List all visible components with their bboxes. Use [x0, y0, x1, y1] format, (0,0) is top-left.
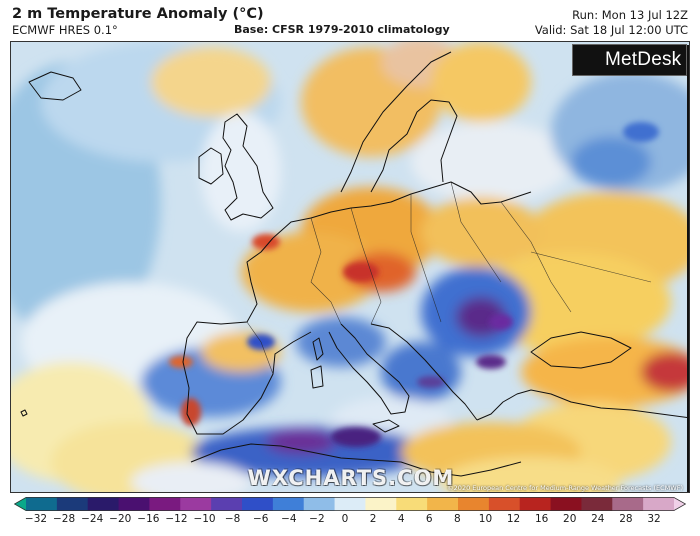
colorbar-segment	[643, 497, 675, 511]
colorbar-segment	[612, 497, 644, 511]
wxcharts-watermark: WXCHARTS.COM	[247, 466, 455, 490]
colorbar-segment	[396, 497, 428, 511]
colorbar-segment	[550, 497, 582, 511]
anomaly-field	[11, 42, 689, 492]
colorbar-tick-label: 6	[425, 513, 433, 525]
colorbar-tick-label: −12	[165, 513, 188, 525]
colorbar-segment	[272, 497, 305, 511]
colorbar-segment	[180, 497, 212, 511]
colorbar-tick-label: 8	[454, 513, 461, 525]
colorbar-segment	[365, 497, 397, 511]
colorbar-segment	[242, 497, 274, 511]
colorbar-segment	[427, 497, 459, 511]
colorbar-tick-label: −20	[109, 513, 132, 525]
colorbar-segment	[87, 497, 120, 511]
valid-time-label: Valid: Sat 18 Jul 12:00 UTC	[534, 23, 688, 37]
colorbar-ticks: −32 −28 −24 −20 −16 −12 −10 −8 −6 −4 −2 0 2 4 6 8 10 12 16…	[0, 513, 700, 529]
anomaly-detail	[169, 122, 659, 447]
colorbar-tick-label: −6	[252, 513, 269, 525]
colorbar-tick-label: 24	[591, 513, 605, 525]
colorbar-tick-label: −4	[281, 513, 297, 525]
colorbar-segment	[581, 497, 613, 511]
metdesk-logo-text: MetDesk	[605, 49, 682, 70]
borders	[246, 181, 652, 375]
colorbar-segment	[458, 497, 490, 511]
colorbar	[14, 497, 686, 511]
colorbar-segment	[56, 497, 89, 511]
colorbar-svg	[14, 497, 686, 511]
colorbar-tick-label: −32	[24, 513, 48, 525]
colorbar-tick-label: −28	[52, 513, 76, 525]
colorbar-segment	[303, 497, 336, 511]
run-time-label: Run: Mon 13 Jul 12Z	[572, 8, 688, 22]
colorbar-tick-label: −24	[81, 513, 104, 525]
metdesk-logo-icon	[687, 45, 689, 492]
colorbar-tick-label: −10	[193, 513, 216, 525]
colorbar-tick-label: 16	[534, 513, 549, 525]
colorbar-tick-label: −2	[309, 513, 325, 525]
colorbar-segment	[26, 497, 58, 511]
colorbar-min-arrow	[14, 497, 26, 511]
colorbar-tick-label: 12	[506, 513, 521, 525]
colorbar-segment	[334, 497, 366, 511]
chart-title: 2 m Temperature Anomaly (°C)	[12, 6, 264, 22]
colorbar-tick-label: 0	[341, 513, 349, 525]
colorbar-segment	[149, 497, 181, 511]
colorbar-tick-label: 10	[478, 513, 493, 525]
model-label: ECMWF HRES 0.1°	[12, 23, 118, 37]
colorbar-segment	[118, 497, 150, 511]
colorbar-segment	[488, 497, 521, 511]
base-climatology-label: Base: CFSR 1979-2010 climatology	[234, 23, 450, 36]
colorbar-tick-label: −16	[137, 513, 160, 525]
colorbar-tick-label: 2	[369, 513, 377, 525]
ecmwf-credit: ©2020 European Centre for Medium-Range W…	[447, 484, 683, 492]
colorbar-max-arrow	[674, 497, 686, 511]
colorbar-tick-label: −8	[224, 513, 241, 525]
coastlines	[20, 51, 689, 477]
colorbar-segment	[519, 497, 552, 511]
map-canvas	[11, 42, 689, 492]
colorbar-outline	[14, 497, 686, 511]
colorbar-tick-label: 20	[563, 513, 577, 525]
colorbar-tick-label: 28	[619, 513, 633, 525]
temperature-anomaly-map: MetDesk WXCHARTS.COM ©2020 European Cent…	[10, 41, 690, 493]
metdesk-logo: MetDesk	[572, 44, 689, 492]
colorbar-segment	[211, 497, 243, 511]
chart-header: 2 m Temperature Anomaly (°C) ECMWF HRES …	[0, 0, 700, 40]
colorbar-tick-label: 32	[647, 513, 661, 525]
colorbar-tick-label: 4	[397, 513, 405, 525]
